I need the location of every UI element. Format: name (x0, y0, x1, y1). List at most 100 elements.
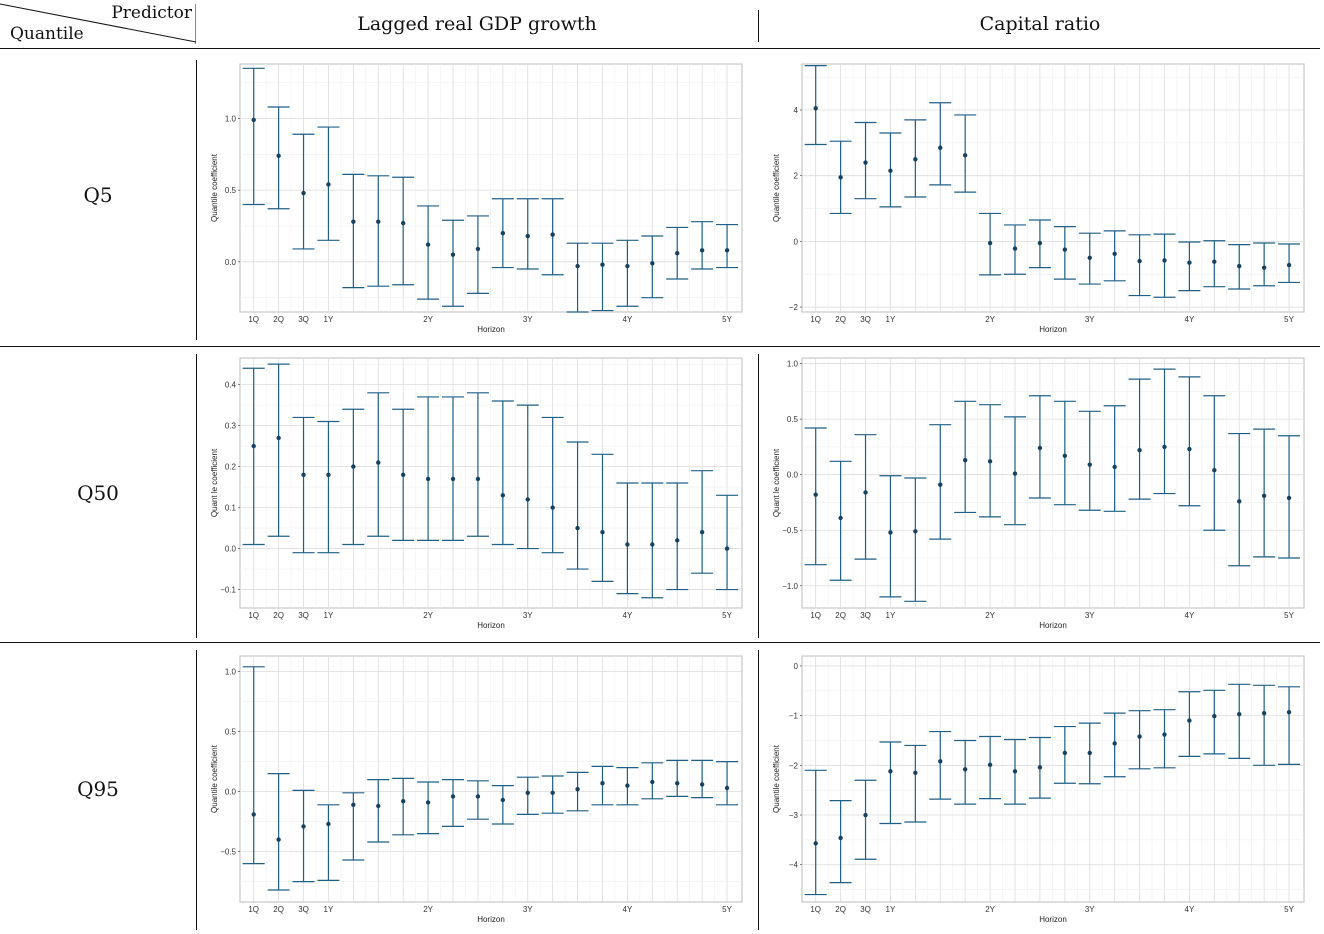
chart-q95-capital: −4 −3 −2 −1 0 1Q 2Q 3Q 1Y 2Y 3Y 4Y 5Y Horizon Quantile… (766, 650, 1312, 930)
chart-q5-gdp-svg: 0.0 0.5 1.0 1Q 2Q 3Q 1Y 2Y 3Y 4Y 5Y Horizon Quantile… (210, 63, 743, 334)
chart0-errorbar (466, 215, 489, 294)
chart0-point (351, 219, 356, 224)
chart5-errorbar (854, 779, 877, 860)
chart3-point (863, 490, 868, 495)
row-label-q95: Q95 (77, 777, 119, 801)
chart5-ytick-label: −2 (789, 761, 799, 770)
chart1-xtick-label: 3Q (860, 315, 871, 324)
chart5-point (1112, 741, 1117, 746)
chart4-errorbar (566, 771, 589, 812)
chart4-xtick-label: 5Y (722, 905, 732, 914)
chart5-xtick-label: 1Q (810, 905, 821, 914)
chart0-point (500, 230, 506, 236)
chart3-errorbar (929, 424, 952, 540)
chart5-point (1137, 734, 1142, 739)
chart3-point (913, 529, 918, 534)
chart4-xtick-label: 1Y (324, 905, 334, 914)
chart5-errorbar (1253, 684, 1276, 766)
chart3-point (987, 459, 993, 464)
chart2-point (699, 529, 705, 535)
chart4-point (550, 790, 555, 795)
chart0-panel (239, 63, 743, 313)
chart4-errorbar (292, 789, 315, 883)
chart2-xtick-label: 1Q (248, 611, 259, 620)
chart5-errorbar (954, 739, 977, 805)
chart3-point (962, 458, 968, 463)
chart2-point (575, 525, 580, 531)
chart0-point (724, 248, 730, 253)
chart2-ytick-label: 0.4 (225, 381, 237, 390)
chart5-ytick-label: −3 (789, 811, 799, 820)
chart0-point (650, 261, 655, 266)
chart3-point (1162, 444, 1167, 450)
chart4-point (699, 782, 705, 787)
chart2-errorbar (591, 453, 614, 582)
chart1-point (838, 175, 843, 180)
chart2-point (276, 435, 281, 441)
chart2-errorbar (716, 494, 739, 591)
chart2-point (625, 542, 630, 547)
chart0-point (525, 233, 530, 239)
chart4-errorbar (417, 781, 440, 835)
row-divider-q50 (196, 354, 197, 638)
chart3-ytick-label: −1.0 (782, 582, 798, 591)
chart3-point (888, 530, 893, 535)
chart3-point (1237, 499, 1242, 504)
chart-q5-gdp: 0.0 0.5 1.0 1Q 2Q 3Q 1Y 2Y 3Y 4Y 5Y Horizon Quantile… (204, 58, 750, 340)
chart0-xtick-label: 1Q (248, 315, 259, 324)
chart-q50-capital: −1.0 −0.5 0.0 0.5 1.0 1Q 2Q 3Q 1Y 2Y 3Y 4Y 5Y Horizon… (766, 352, 1312, 636)
chart3-point (813, 492, 818, 497)
chart4-point (400, 799, 406, 804)
chart5-xtick-label: 2Y (985, 905, 995, 914)
chart0-point (276, 153, 281, 158)
chart3-errorbar (1178, 376, 1201, 507)
chart1-point (987, 240, 993, 246)
chart2-point (675, 538, 680, 543)
chart5-ytick-label: 0 (794, 662, 799, 671)
chart1-point (1162, 258, 1167, 263)
chart4-errorbar (317, 804, 340, 881)
chart1-ytick-label: 2 (794, 172, 799, 181)
chart-q95-gdp-svg: −0.5 0.0 0.5 1.0 1Q 2Q 3Q 1Y 2Y 3Y 4Y 5Y Horizon Quan… (210, 655, 743, 924)
chart2-point (400, 472, 406, 478)
chart0-xtick-label: 3Q (298, 315, 309, 324)
chart2-errorbar (516, 404, 539, 550)
chart3-yaxis-title: Quant le coefficient (772, 448, 781, 517)
chart0-xtick-label: 3Y (523, 315, 533, 324)
row-divider-q5 (196, 60, 197, 340)
chart4-ytick-label: −0.5 (220, 848, 236, 857)
chart4-point (251, 812, 256, 817)
chart0-xaxis-title: Horizon (477, 325, 505, 334)
chart5-errorbar (1128, 710, 1151, 770)
chart4-errorbar (267, 772, 290, 891)
chart3-point (1187, 446, 1192, 452)
chart1-errorbar (1253, 242, 1276, 287)
chart0-errorbar (242, 67, 265, 206)
chart1-errorbar (804, 65, 827, 146)
chart2-errorbar (566, 441, 589, 570)
chart0-errorbar (392, 176, 415, 286)
chart0-errorbar (566, 242, 589, 313)
chart1-point (1212, 259, 1217, 264)
chart4-point (500, 797, 506, 803)
chart4-point (475, 794, 481, 799)
chart0-xtick-label: 2Y (423, 315, 433, 324)
chart2-point (600, 529, 605, 535)
chart5-errorbar (1178, 691, 1201, 757)
chart0-point (550, 232, 555, 237)
chart3-ytick-label: 1.0 (787, 360, 799, 369)
chart4-point (376, 803, 381, 809)
chart2-point (724, 546, 730, 551)
row-divider-q95 (196, 650, 197, 930)
chart1-point (962, 153, 968, 158)
chart1-xtick-label: 3Y (1085, 315, 1095, 324)
chart4-point (450, 794, 456, 799)
chart3-ytick-label: 0.5 (787, 415, 799, 424)
chart2-xaxis-title: Horizon (477, 621, 505, 630)
chart2-errorbar (466, 392, 489, 537)
chart5-point (1237, 711, 1242, 717)
chart2-point (301, 472, 306, 478)
chart1-ytick-label: −2 (789, 303, 799, 312)
chart1-point (1012, 246, 1018, 251)
chart1-point (1037, 240, 1043, 246)
